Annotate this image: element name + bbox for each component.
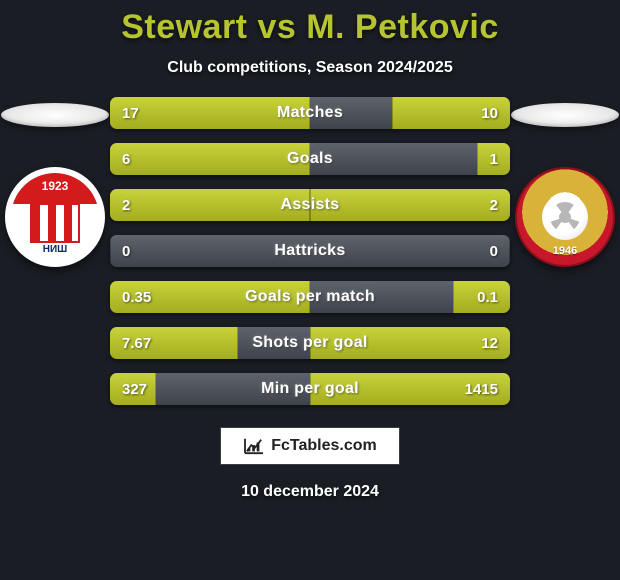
stat-row: Matches17 10 <box>110 97 510 129</box>
stat-value-left: 327 <box>122 373 147 405</box>
club-crest-right-icon: 1946 <box>515 167 615 267</box>
stat-label: Goals <box>110 143 510 175</box>
brand-text: FcTables.com <box>271 437 377 455</box>
stat-value-left: 0.35 <box>122 281 151 313</box>
crest-right-ball-icon <box>542 194 588 240</box>
crest-left-year: 1923 <box>42 179 69 193</box>
comparison-card: Stewart vs M. Petkovic Club competitions… <box>0 0 620 580</box>
stat-row: Min per goal327 1415 <box>110 373 510 405</box>
stat-value-right: 1415 <box>465 373 498 405</box>
date-text: 10 december 2024 <box>241 483 379 501</box>
stat-value-left: 6 <box>122 143 130 175</box>
stat-row: Goals per match0.35 0.1 <box>110 281 510 313</box>
stat-label: Min per goal <box>110 373 510 405</box>
main-row: 1923 НИШ Matches17 10 Goals6 1 Assists2 2 Hatt… <box>0 97 620 405</box>
stat-value-right: 1 <box>490 143 498 175</box>
stat-value-right: 2 <box>490 189 498 221</box>
right-side: 1946 <box>510 97 620 267</box>
stat-value-left: 17 <box>122 97 139 129</box>
stat-value-right: 10 <box>481 97 498 129</box>
stat-row: Shots per goal7.67 12 <box>110 327 510 359</box>
left-side: 1923 НИШ <box>0 97 110 267</box>
player-slot-right-icon <box>511 103 619 127</box>
club-crest-left-icon: 1923 НИШ <box>5 167 105 267</box>
stat-value-left: 7.67 <box>122 327 151 359</box>
stat-value-right: 0 <box>490 235 498 267</box>
brand-badge: FcTables.com <box>220 427 400 465</box>
stat-label: Matches <box>110 97 510 129</box>
stat-row: Hattricks0 0 <box>110 235 510 267</box>
subtitle: Club competitions, Season 2024/2025 <box>167 59 452 77</box>
page-title: Stewart vs M. Petkovic <box>121 8 499 47</box>
chart-icon <box>243 437 265 455</box>
stat-value-left: 2 <box>122 189 130 221</box>
crest-left-name: НИШ <box>43 244 67 255</box>
stat-label: Goals per match <box>110 281 510 313</box>
stat-row: Assists2 2 <box>110 189 510 221</box>
stat-label: Assists <box>110 189 510 221</box>
stat-row: Goals6 1 <box>110 143 510 175</box>
player-slot-left-icon <box>1 103 109 127</box>
crest-left-stripes-icon <box>30 203 80 243</box>
stat-value-right: 0.1 <box>477 281 498 313</box>
stat-label: Shots per goal <box>110 327 510 359</box>
stats-column: Matches17 10 Goals6 1 Assists2 2 Hattricks0 0 Go… <box>110 97 510 405</box>
crest-right-year: 1946 <box>553 245 577 257</box>
stat-label: Hattricks <box>110 235 510 267</box>
stat-value-right: 12 <box>481 327 498 359</box>
stat-value-left: 0 <box>122 235 130 267</box>
